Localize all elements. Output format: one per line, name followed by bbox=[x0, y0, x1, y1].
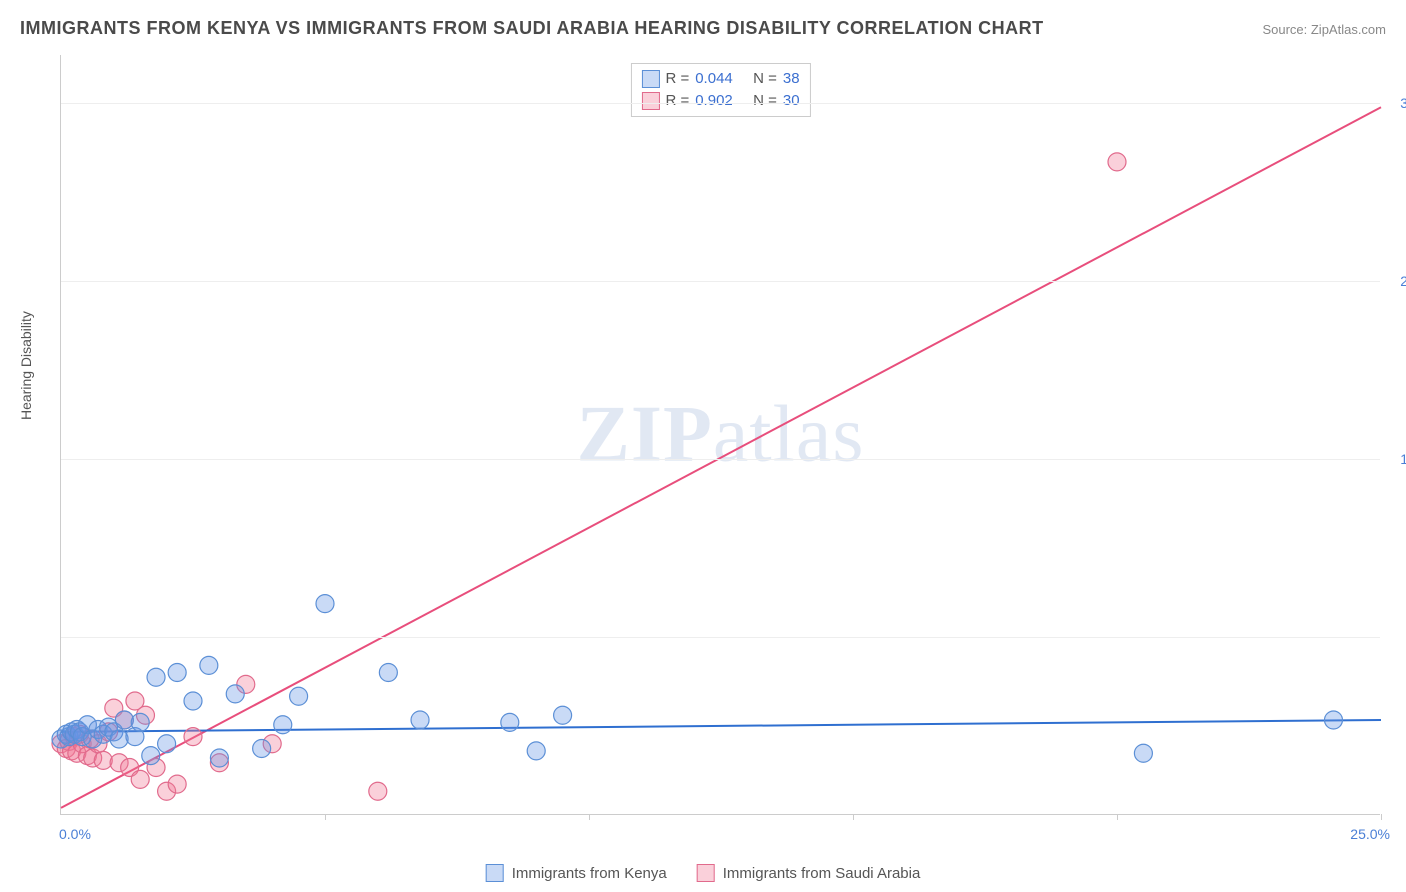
data-point bbox=[1108, 153, 1126, 171]
source-credit: Source: ZipAtlas.com bbox=[1262, 22, 1386, 37]
x-tick bbox=[589, 814, 590, 820]
y-axis-label: Hearing Disability bbox=[18, 311, 34, 420]
data-point bbox=[158, 735, 176, 753]
data-point bbox=[411, 711, 429, 729]
x-min-label: 0.0% bbox=[59, 826, 91, 842]
data-point bbox=[94, 751, 112, 769]
data-point bbox=[316, 595, 334, 613]
data-point bbox=[379, 664, 397, 682]
chart-svg bbox=[61, 55, 1380, 814]
data-point bbox=[184, 728, 202, 746]
chart-title: IMMIGRANTS FROM KENYA VS IMMIGRANTS FROM… bbox=[20, 18, 1044, 39]
series-legend: Immigrants from Kenya Immigrants from Sa… bbox=[486, 864, 921, 882]
data-point bbox=[369, 782, 387, 800]
legend-item-pink: Immigrants from Saudi Arabia bbox=[697, 864, 921, 882]
swatch-blue-icon-2 bbox=[486, 864, 504, 882]
gridline bbox=[61, 281, 1380, 282]
data-point bbox=[274, 716, 292, 734]
data-point bbox=[142, 747, 160, 765]
data-point bbox=[501, 713, 519, 731]
data-point bbox=[1134, 744, 1152, 762]
data-point bbox=[200, 656, 218, 674]
data-point bbox=[1324, 711, 1342, 729]
source-link[interactable]: ZipAtlas.com bbox=[1311, 22, 1386, 37]
data-point bbox=[210, 749, 228, 767]
data-point bbox=[290, 687, 308, 705]
data-point bbox=[527, 742, 545, 760]
data-point bbox=[131, 770, 149, 788]
legend-blue-label: Immigrants from Kenya bbox=[512, 865, 667, 882]
gridline bbox=[61, 459, 1380, 460]
gridline bbox=[61, 637, 1380, 638]
data-point bbox=[168, 664, 186, 682]
regression-line bbox=[61, 107, 1381, 808]
data-point bbox=[184, 692, 202, 710]
y-tick-label: 22.5% bbox=[1385, 273, 1406, 289]
x-tick bbox=[1381, 814, 1382, 820]
data-point bbox=[554, 706, 572, 724]
data-point bbox=[168, 775, 186, 793]
swatch-pink-icon-2 bbox=[697, 864, 715, 882]
x-tick bbox=[1117, 814, 1118, 820]
legend-item-blue: Immigrants from Kenya bbox=[486, 864, 667, 882]
y-tick-label: 30.0% bbox=[1385, 95, 1406, 111]
y-tick-label: 15.0% bbox=[1385, 451, 1406, 467]
data-point bbox=[131, 713, 149, 731]
data-point bbox=[110, 730, 128, 748]
x-tick bbox=[853, 814, 854, 820]
x-tick bbox=[325, 814, 326, 820]
gridline bbox=[61, 103, 1380, 104]
plot-area: ZIPatlas R = 0.044 N = 38 R = 0.902 N = … bbox=[60, 55, 1380, 815]
data-point bbox=[115, 711, 133, 729]
source-prefix: Source: bbox=[1262, 22, 1310, 37]
data-point bbox=[226, 685, 244, 703]
y-tick-label: 7.5% bbox=[1385, 629, 1406, 645]
legend-pink-label: Immigrants from Saudi Arabia bbox=[723, 865, 921, 882]
data-point bbox=[147, 668, 165, 686]
x-max-label: 25.0% bbox=[1350, 826, 1390, 842]
regression-line bbox=[61, 720, 1381, 732]
data-point bbox=[253, 740, 271, 758]
